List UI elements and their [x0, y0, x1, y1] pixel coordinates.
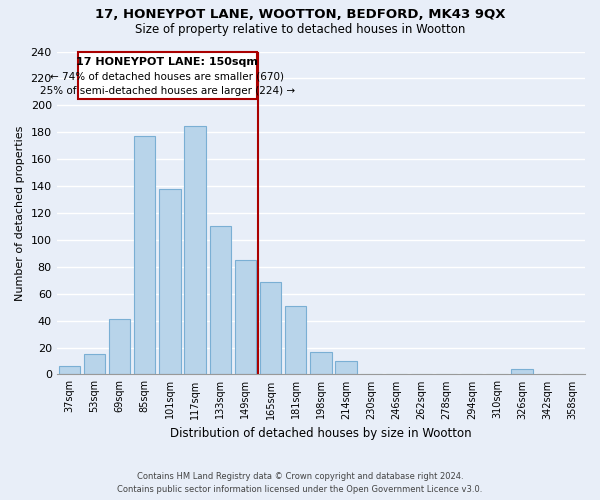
X-axis label: Distribution of detached houses by size in Wootton: Distribution of detached houses by size … — [170, 427, 472, 440]
Bar — [184, 126, 206, 374]
FancyBboxPatch shape — [78, 52, 257, 98]
Bar — [134, 136, 155, 374]
Text: 17, HONEYPOT LANE, WOOTTON, BEDFORD, MK43 9QX: 17, HONEYPOT LANE, WOOTTON, BEDFORD, MK4… — [95, 8, 505, 20]
Bar — [335, 361, 356, 374]
Text: Contains HM Land Registry data © Crown copyright and database right 2024.
Contai: Contains HM Land Registry data © Crown c… — [118, 472, 482, 494]
Bar — [285, 306, 307, 374]
Bar — [109, 320, 130, 374]
Bar — [511, 369, 533, 374]
Text: 25% of semi-detached houses are larger (224) →: 25% of semi-detached houses are larger (… — [40, 86, 295, 97]
Bar — [209, 226, 231, 374]
Bar — [159, 188, 181, 374]
Text: ← 74% of detached houses are smaller (670): ← 74% of detached houses are smaller (67… — [50, 72, 284, 82]
Y-axis label: Number of detached properties: Number of detached properties — [15, 126, 25, 300]
Text: 17 HONEYPOT LANE: 150sqm: 17 HONEYPOT LANE: 150sqm — [76, 57, 259, 67]
Bar — [310, 352, 332, 374]
Bar — [235, 260, 256, 374]
Bar — [84, 354, 105, 374]
Bar — [59, 366, 80, 374]
Text: Size of property relative to detached houses in Wootton: Size of property relative to detached ho… — [135, 22, 465, 36]
Bar — [260, 282, 281, 374]
